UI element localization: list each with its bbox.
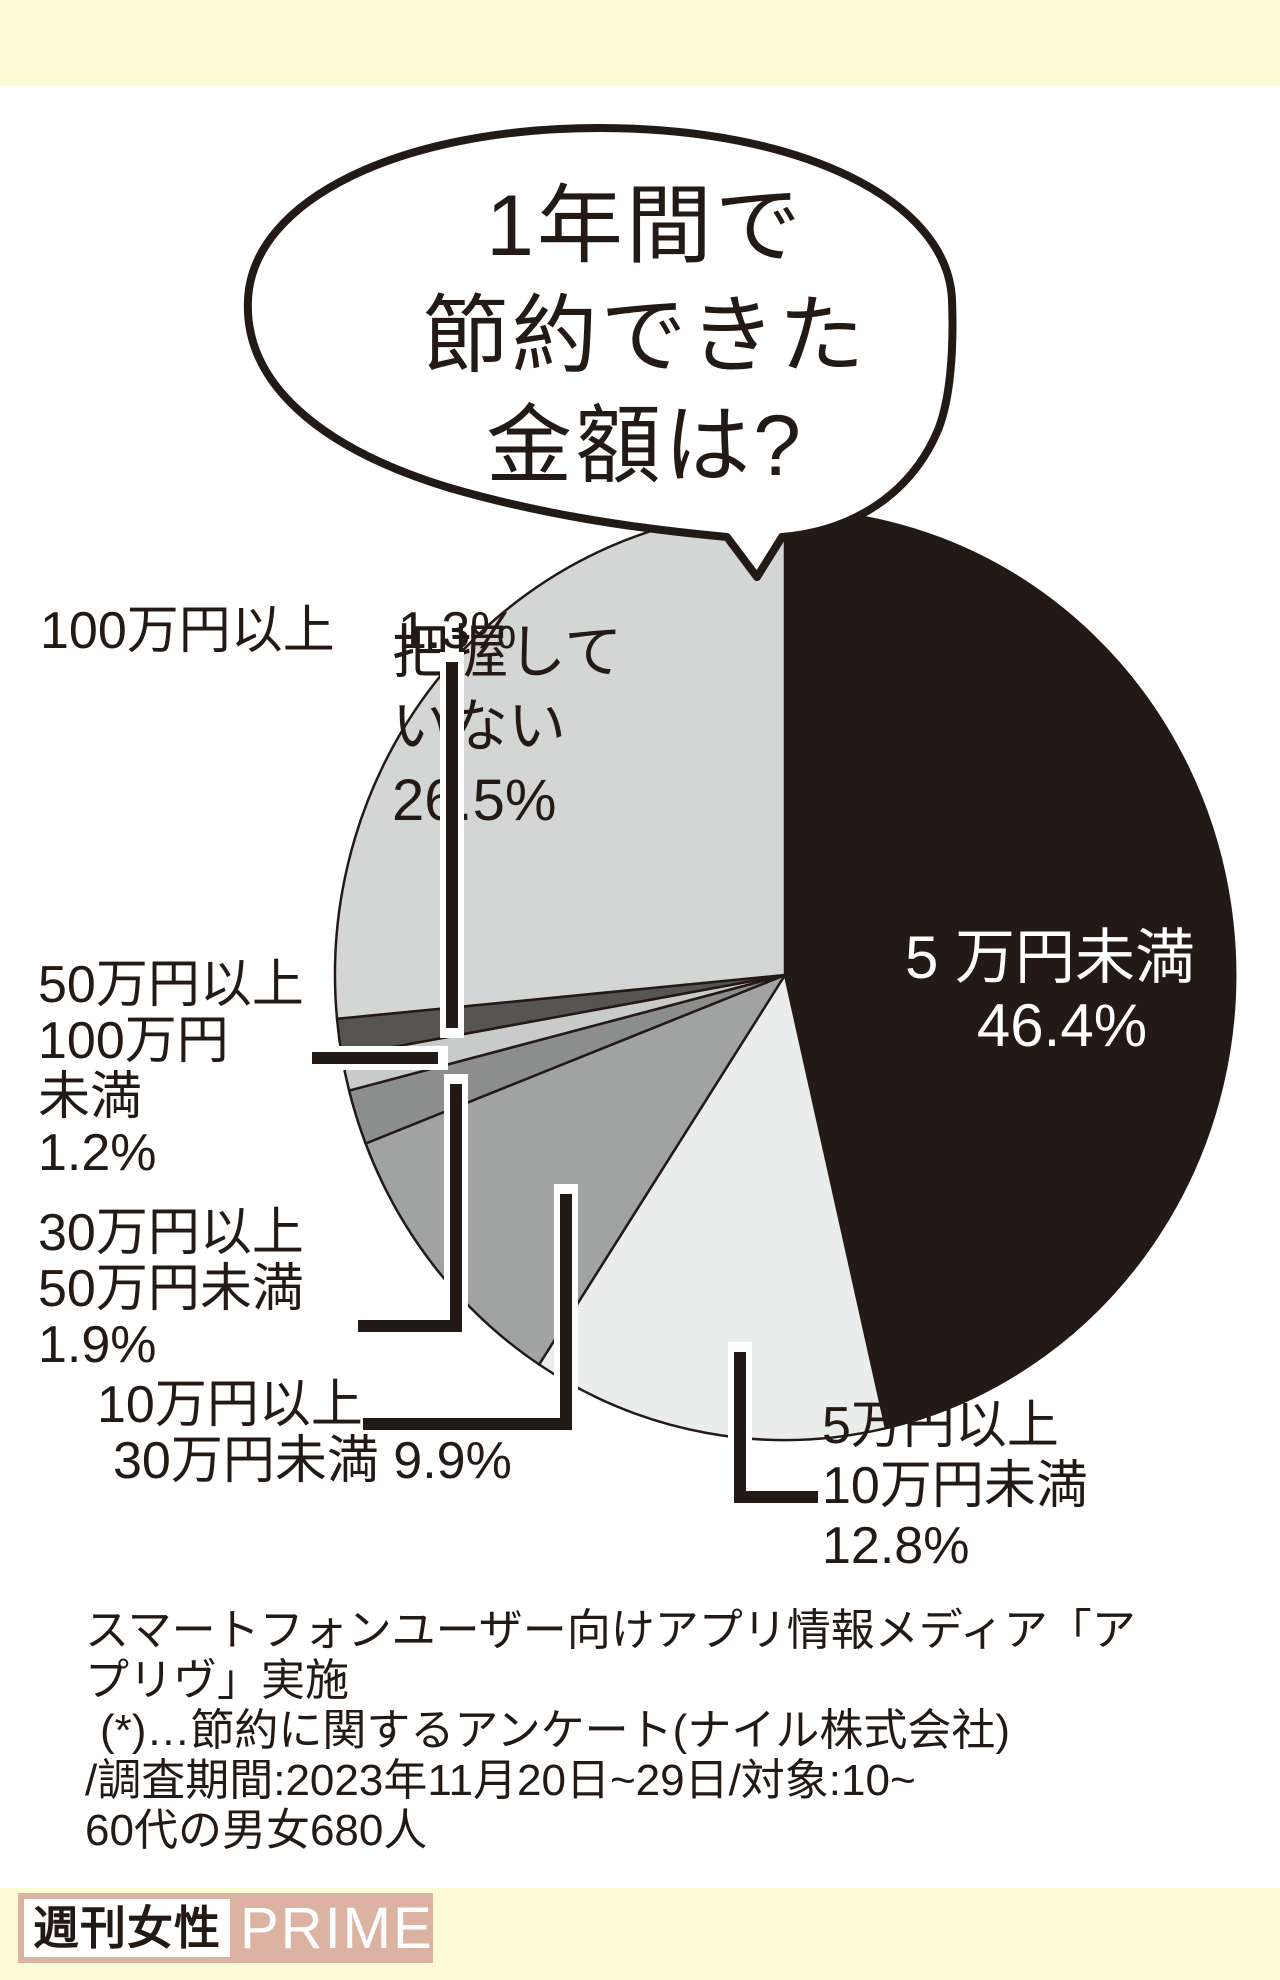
bubble-title-line2: 節約できた (423, 288, 868, 384)
slice-value-unknown: 26.5% (392, 768, 556, 833)
footer-line-4: /調査期間:2023年11月20日~29日/対象:10~ (85, 1756, 916, 1805)
leader-5to10 (734, 1352, 818, 1503)
callout-30to50-line1: 30万円以上 (38, 1204, 304, 1262)
callout-5to10-line1: 5万円以上 (822, 1397, 1059, 1455)
top-band (0, 0, 1280, 86)
slice-label-unknown-line2: いない (392, 694, 566, 759)
logo-jp-text: 週刊女性 (33, 1902, 221, 1954)
slice-label-under5: 5 万円未満 (905, 924, 1195, 991)
pie-slice-1 (783, 508, 1237, 1430)
bubble-title-line3: 金額は? (486, 398, 804, 494)
leader-10to30 (363, 1194, 572, 1430)
brand-logo: 週刊女性 PRIME (18, 1893, 434, 1963)
logo-jp-box (24, 1899, 230, 1957)
callout-10to30-line1: 10万円以上 (97, 1376, 363, 1434)
footer-line-1: スマートフォンユーザー向けアプリ情報メディア「ア (85, 1606, 1136, 1655)
pie-slice-7 (333, 508, 787, 1021)
footer-line-2: プリヴ」実施 (85, 1656, 349, 1705)
pie-slice-3 (364, 973, 787, 1366)
logo-en-text: PRIME (240, 1896, 434, 1961)
callout-30to50-pct: 1.9% (38, 1316, 157, 1374)
callout-5to10-line2: 10万円未満 (822, 1457, 1088, 1515)
callout-30to50-line2: 50万円未満 (38, 1260, 304, 1318)
callout-50to100-line2: 100万円 (38, 1012, 229, 1070)
callout-50to100-line1: 50万円以上 (38, 956, 304, 1014)
speech-bubble (243, 124, 957, 581)
slice-value-under5: 46.4% (977, 992, 1147, 1059)
callout-5to10-pct: 12.8% (822, 1517, 969, 1575)
callout-over100-pct: 1.3% (398, 602, 517, 660)
callout-50to100-line3: 未満 (38, 1068, 142, 1126)
bubble-title-line1: 1年間で (486, 178, 804, 274)
callout-10to30-line2: 30万円未満 9.9% (113, 1432, 512, 1490)
slice-label-unknown-line1: 把握して (392, 620, 622, 685)
footer-line-5: 60代の男女680人 (85, 1806, 427, 1855)
footer-line-3: (*)…節約に関するアンケート(ナイル株式会社) (100, 1706, 1010, 1755)
leader-30to50 (358, 1084, 462, 1332)
callout-over100-label: 100万円以上 (40, 602, 335, 660)
pie-chart (333, 508, 1237, 1442)
callout-50to100-pct: 1.2% (38, 1124, 157, 1182)
